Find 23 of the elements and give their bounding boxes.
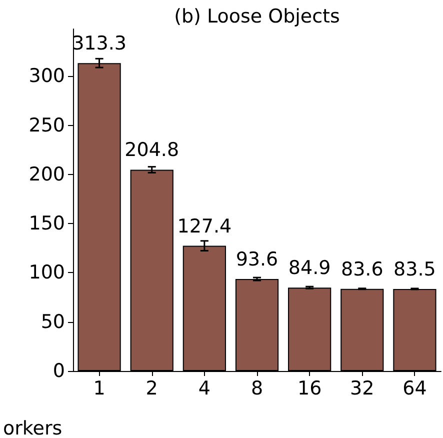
x-axis-title: orkers — [3, 418, 62, 438]
y-tick-label: 100 — [28, 262, 65, 284]
y-tick-label: 50 — [40, 310, 65, 333]
y-tick-label: 250 — [28, 114, 65, 136]
data-label: 83.6 — [340, 258, 384, 280]
x-tick-label: 16 — [297, 378, 322, 400]
data-label: 93.6 — [236, 248, 278, 271]
data-label: 83.5 — [394, 258, 436, 280]
y-tick-label: 200 — [28, 163, 65, 186]
x-tick-label: 1 — [93, 378, 106, 400]
x-tick-label: 64 — [402, 378, 427, 400]
x-tick-label: 4 — [198, 378, 210, 400]
chart-title: (b) Loose Objects — [174, 6, 340, 28]
y-tick-label: 300 — [28, 65, 65, 88]
x-tick-label: 8 — [250, 378, 264, 400]
data-label: 313.3 — [72, 32, 126, 55]
y-tick-label: 150 — [28, 212, 65, 235]
y-tick-label: 0 — [52, 360, 65, 382]
data-label: 84.9 — [288, 257, 331, 280]
data-label: 204.8 — [124, 139, 180, 162]
x-tick-label: 32 — [350, 378, 374, 400]
data-label: 127.4 — [177, 215, 232, 238]
x-tick-label: 2 — [146, 378, 158, 400]
